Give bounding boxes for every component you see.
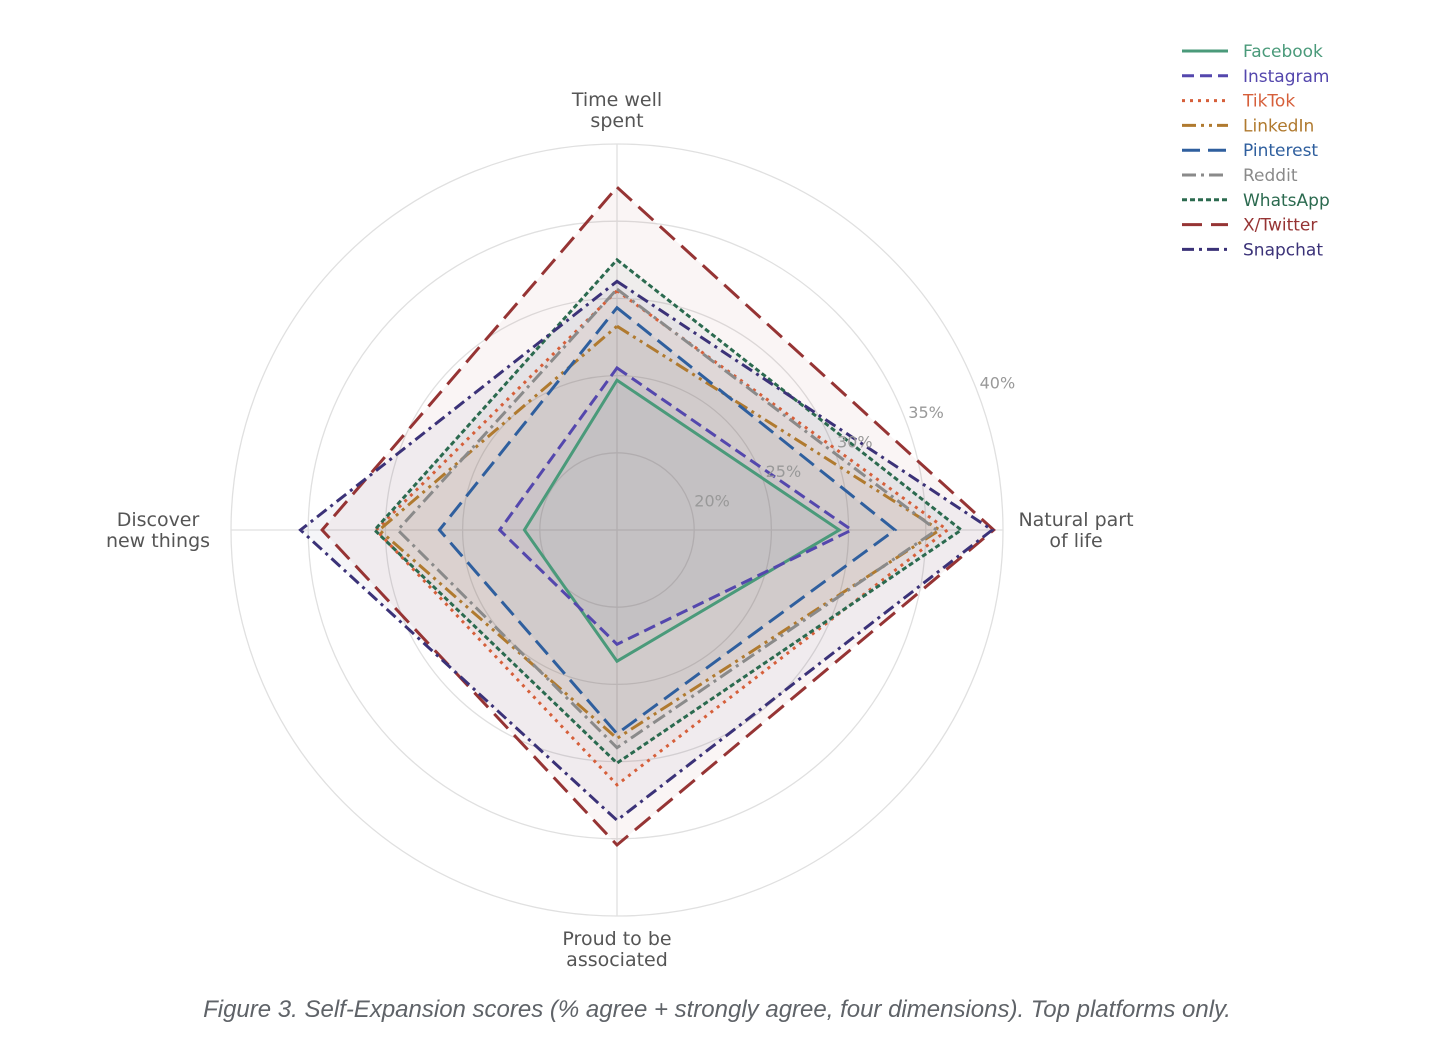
series-line-facebook <box>522 378 843 664</box>
axis-labels: Time well spent Natural part of life Proud t… <box>106 89 1134 971</box>
axis-label-proud: Proud to be associated <box>562 928 671 971</box>
series-fill-snapchat <box>300 281 993 821</box>
axis-label-discover: Discover new things <box>106 509 210 552</box>
legend-label-tiktok: TikTok <box>1242 92 1295 112</box>
figure-caption: Figure 3. Self-Expansion scores (% agree… <box>203 996 1231 1023</box>
legend-label-whatsapp: WhatsApp <box>1243 191 1330 211</box>
series-fill-whatsapp <box>374 259 962 764</box>
series-fill-pinterest <box>439 307 895 734</box>
axis-label-time: Time well spent <box>571 89 662 132</box>
legend-label-snapchat: Snapchat <box>1243 240 1323 260</box>
tick-label: 35% <box>908 403 944 422</box>
series-fill-x-twitter <box>322 187 994 845</box>
series-fill-facebook <box>524 380 840 662</box>
series-fill-instagram <box>499 367 852 645</box>
legend-label-facebook: Facebook <box>1243 42 1323 62</box>
tick-label: 40% <box>980 373 1016 392</box>
series-line-reddit <box>395 287 940 750</box>
tick-label: 25% <box>766 462 802 481</box>
series-fill-reddit <box>397 289 937 748</box>
tick-label: 20% <box>694 492 730 511</box>
series-line-tiktok <box>374 288 950 787</box>
axis-label-natural: Natural part of life <box>1018 509 1133 552</box>
tick-label: 30% <box>837 432 873 451</box>
series-fill-tiktok <box>376 290 948 785</box>
legend: Facebook Instagram TikTok LinkedIn Pinterest… <box>1182 42 1330 260</box>
series-line-x-twitter <box>320 185 996 848</box>
series-line-linkedin <box>376 324 943 741</box>
series-line-whatsapp <box>372 257 964 766</box>
series-fills <box>300 187 994 845</box>
legend-label-reddit: Reddit <box>1243 166 1298 186</box>
legend-label-instagram: Instagram <box>1243 67 1330 87</box>
legend-label-linkedin: LinkedIn <box>1243 116 1314 136</box>
series-line-snapchat <box>298 279 995 823</box>
radial-tick-labels: 20% 25% 30% 35% 40% <box>694 373 1015 510</box>
series-line-instagram <box>497 365 855 647</box>
series-line-pinterest <box>437 305 898 736</box>
legend-label-x-twitter: X/Twitter <box>1243 216 1317 236</box>
legend-label-pinterest: Pinterest <box>1243 141 1318 161</box>
series-lines <box>298 185 996 848</box>
